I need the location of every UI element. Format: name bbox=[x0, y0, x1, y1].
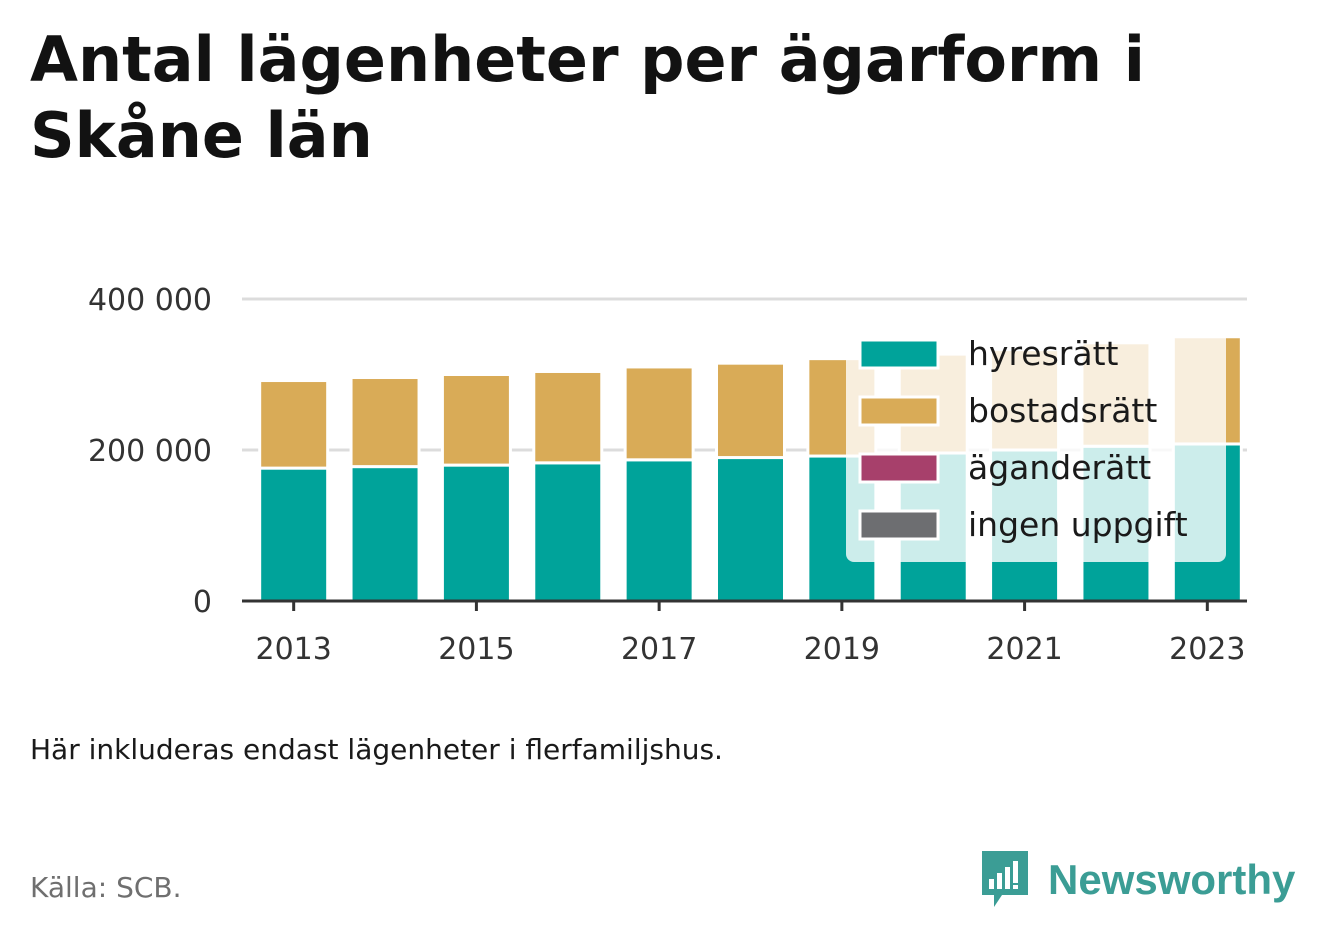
x-tick-label: 2017 bbox=[621, 632, 697, 667]
legend-swatch bbox=[858, 395, 940, 427]
bar-segment bbox=[349, 376, 421, 469]
y-tick-label: 400 000 bbox=[88, 283, 212, 318]
bar-segment bbox=[532, 461, 604, 603]
legend-swatch bbox=[858, 452, 940, 484]
x-tick-label: 2015 bbox=[438, 632, 514, 667]
bar-segment bbox=[258, 466, 330, 603]
bar-segment bbox=[258, 379, 330, 470]
legend: hyresrätt bostadsrätt äganderätt ingen uppg… bbox=[846, 330, 1226, 562]
x-axis: 2013 2015 2017 2019 2021 2023 bbox=[242, 599, 1247, 667]
bar-segment bbox=[440, 373, 512, 467]
legend-label: hyresrätt bbox=[968, 334, 1119, 373]
bar-segment bbox=[715, 456, 786, 603]
y-axis-labels: 0 200 000 400 000 bbox=[88, 283, 212, 620]
legend-label: ingen uppgift bbox=[968, 505, 1188, 544]
legend-box bbox=[846, 330, 1226, 562]
brand-name: Newsworthy bbox=[1048, 856, 1296, 903]
x-tick-label: 2019 bbox=[804, 632, 880, 667]
legend-swatch bbox=[858, 338, 940, 370]
bar-segment bbox=[715, 361, 786, 460]
chart-title: Antal lägenheter per ägarform i Skåne lä… bbox=[30, 23, 1145, 172]
legend-label: bostadsrätt bbox=[968, 391, 1157, 430]
legend-label: äganderätt bbox=[968, 448, 1151, 487]
bar-segment bbox=[623, 458, 695, 603]
y-tick-label: 0 bbox=[193, 585, 212, 620]
source-label: Källa: SCB. bbox=[30, 871, 182, 904]
newsworthy-logo[interactable]: Newsworthy bbox=[980, 848, 1295, 912]
bar-segment bbox=[440, 463, 512, 603]
x-tick-label: 2021 bbox=[986, 632, 1062, 667]
legend-swatch bbox=[858, 509, 940, 541]
x-tick-label: 2013 bbox=[256, 632, 332, 667]
x-tick-label: 2023 bbox=[1169, 632, 1245, 667]
chart-note: Här inkluderas endast lägenheter i flerf… bbox=[30, 733, 723, 766]
bar-segment bbox=[349, 465, 421, 603]
bar-segment bbox=[532, 369, 604, 465]
stacked-bar-chart: 0 200 000 400 000 2013 2015 2017 2019 2021 2023… bbox=[88, 283, 1247, 667]
bar-segment bbox=[623, 365, 695, 462]
y-tick-label: 200 000 bbox=[88, 434, 212, 469]
bar-chart-bubble-icon bbox=[982, 851, 1028, 907]
